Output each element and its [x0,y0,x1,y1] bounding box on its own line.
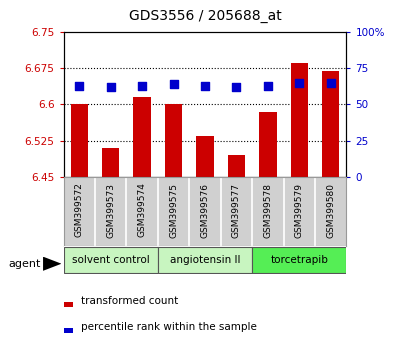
Bar [63,302,73,307]
Text: percentile rank within the sample: percentile rank within the sample [80,322,256,332]
Text: solvent control: solvent control [72,255,149,265]
Text: GSM399576: GSM399576 [200,183,209,238]
Bar [258,112,276,177]
Bar [290,63,307,177]
Text: GSM399572: GSM399572 [74,183,83,238]
Point [76,83,82,88]
Text: GSM399574: GSM399574 [137,183,146,238]
Text: torcetrapib: torcetrapib [270,255,328,265]
Bar [63,247,157,273]
Point [170,81,176,87]
Bar [164,104,182,177]
Text: GDS3556 / 205688_at: GDS3556 / 205688_at [128,9,281,23]
Text: angiotensin II: angiotensin II [169,255,240,265]
Point [139,83,145,88]
Text: agent: agent [8,259,40,269]
Bar [157,247,252,273]
Text: GSM399575: GSM399575 [169,183,178,238]
Text: transformed count: transformed count [80,296,178,306]
Point [295,80,302,85]
Bar [252,247,346,273]
Bar [70,104,88,177]
Bar [133,97,151,177]
Polygon shape [43,257,61,271]
Text: GSM399577: GSM399577 [231,183,240,238]
Point [201,83,208,88]
Point [107,84,114,90]
Text: GSM399580: GSM399580 [326,183,335,238]
Bar [196,136,213,177]
Point [327,80,333,85]
Point [233,84,239,90]
Text: GSM399579: GSM399579 [294,183,303,238]
Text: GSM399578: GSM399578 [263,183,272,238]
Bar [227,155,245,177]
Bar [63,327,73,333]
Point [264,83,270,88]
Text: GSM399573: GSM399573 [106,183,115,238]
Bar [102,148,119,177]
Bar [321,70,339,177]
